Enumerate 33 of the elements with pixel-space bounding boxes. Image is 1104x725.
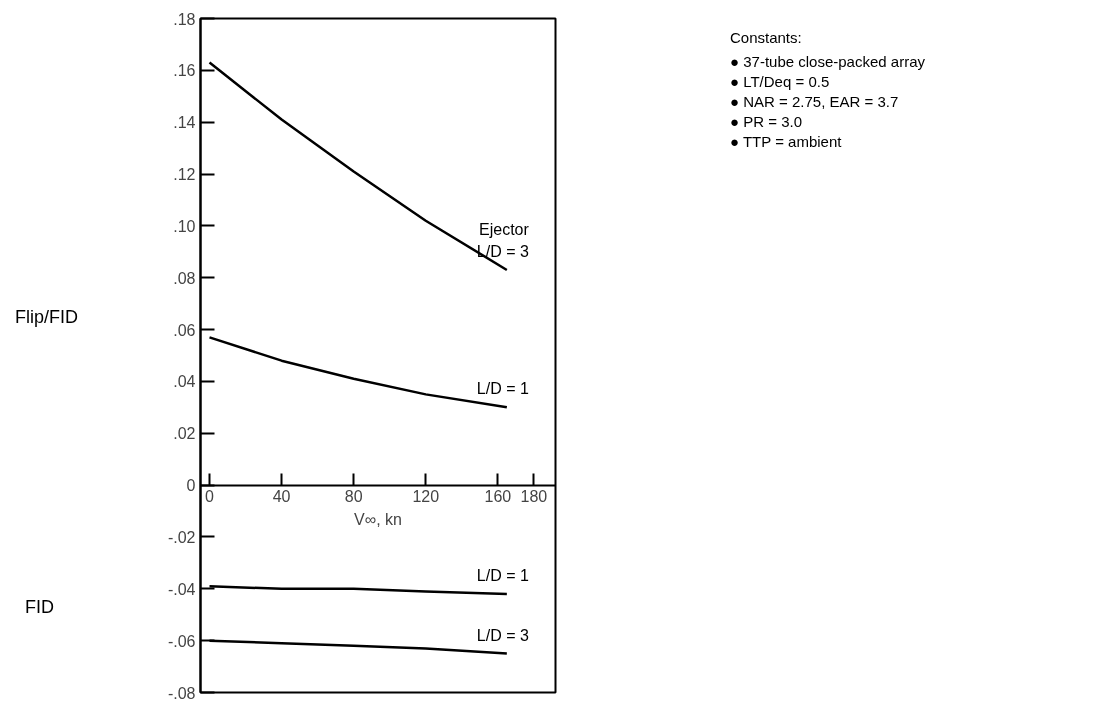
y-tick-label: .16 xyxy=(173,62,196,80)
y-tick-label: .06 xyxy=(173,321,196,339)
text: ● LT/Deq = 0.5 xyxy=(730,72,830,92)
y-tick-label: .08 xyxy=(173,269,196,287)
y-tick-label: .12 xyxy=(173,166,196,184)
y-tick-label: .10 xyxy=(173,217,196,235)
y-tick-label: -.04 xyxy=(167,580,196,598)
x-tick-label: 40 xyxy=(272,488,291,506)
y-tick-label: -.08 xyxy=(167,684,196,702)
y-tick-label: .04 xyxy=(173,373,196,391)
text: ● NAR = 2.75, EAR = 3.7 xyxy=(730,92,899,112)
y-tick-label: 0 xyxy=(186,477,196,495)
series-label: L/D = 1 xyxy=(476,380,529,398)
series-label: L/D = 1 xyxy=(476,566,529,584)
text: ● TTP = ambient xyxy=(730,132,842,152)
x-tick-label: 0 xyxy=(205,488,215,506)
y-tick-label: .18 xyxy=(173,10,196,28)
text: ● PR = 3.0 xyxy=(730,112,803,132)
series-label: L/D = 3 xyxy=(476,626,529,644)
line-series xyxy=(208,336,509,409)
y-tick-label: .14 xyxy=(173,114,196,132)
y-tick-label: -.06 xyxy=(167,632,196,650)
y-tick-label: -.02 xyxy=(167,528,196,546)
y-tick-label: .02 xyxy=(173,425,196,443)
x-tick-label: 180 xyxy=(520,488,548,506)
x-tick-label: 80 xyxy=(344,488,363,506)
text: Constants: xyxy=(730,28,802,48)
text: FID xyxy=(25,596,54,619)
y-axis-title: Flip/FID xyxy=(15,306,78,329)
x-axis-title: V∞, kn xyxy=(354,510,402,528)
x-tick-label: 160 xyxy=(484,488,512,506)
x-tick-label: 120 xyxy=(412,488,440,506)
text: ● 37-tube close-packed array xyxy=(730,52,925,72)
